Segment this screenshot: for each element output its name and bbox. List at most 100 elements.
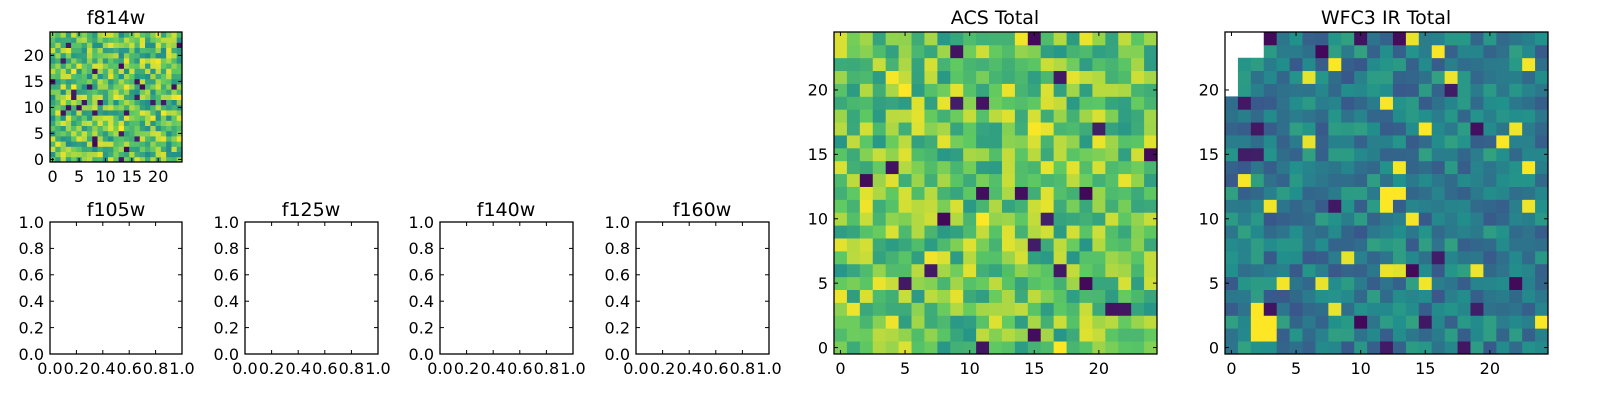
heatmap-cell <box>102 84 109 90</box>
heatmap-cell <box>97 73 104 80</box>
heatmap-cell <box>1131 122 1145 136</box>
heatmap-cell <box>60 94 67 100</box>
heatmap-cell <box>872 44 887 59</box>
heatmap-cell <box>123 63 130 69</box>
heatmap-cell <box>1053 263 1067 278</box>
heatmap-cell <box>1276 122 1290 136</box>
heatmap-cell <box>872 225 887 239</box>
heatmap-cell <box>963 341 977 355</box>
heatmap-cell <box>1250 225 1265 239</box>
panel-f125w: f125w 0.0 0.2 0.4 0.6 0.8 1.00.00.20.40.60.81… <box>214 199 391 378</box>
heatmap-cell <box>129 47 135 54</box>
heatmap-cell <box>1092 122 1106 136</box>
heatmap-cell <box>171 94 178 100</box>
heatmap-cell <box>160 125 167 132</box>
heatmap-cell <box>950 328 964 342</box>
heatmap-cell <box>150 52 156 59</box>
heatmap-cell <box>1276 341 1290 355</box>
heatmap-cell <box>1014 238 1029 252</box>
heatmap-cell <box>1053 70 1067 84</box>
heatmap-cell <box>1027 57 1042 72</box>
heatmap-cell <box>1092 32 1106 46</box>
panel-title-f814w: f814w <box>87 7 146 29</box>
heatmap-cell <box>123 52 130 59</box>
heatmap-cell <box>1457 212 1471 226</box>
heatmap-cell <box>1237 289 1252 303</box>
heatmap-cell <box>1237 135 1252 149</box>
heatmap-cell <box>1315 57 1329 72</box>
heatmap-cell <box>976 250 990 265</box>
heatmap-cell <box>1092 173 1106 187</box>
heatmap-cell <box>898 160 912 175</box>
heatmap-cell <box>1380 250 1394 265</box>
heatmap-cell <box>139 146 146 152</box>
heatmap-cell <box>1496 44 1510 59</box>
x-tick-label: 10 <box>1350 359 1370 378</box>
heatmap-cell <box>1328 302 1342 316</box>
heatmap-cell <box>1066 225 1080 239</box>
heatmap-cell <box>160 58 167 64</box>
heatmap-cell <box>885 44 899 59</box>
heatmap-cell <box>872 212 887 226</box>
heatmap-cell <box>113 99 120 106</box>
heatmap-cell <box>1276 238 1290 252</box>
heatmap-cell <box>1315 160 1329 175</box>
heatmap-cell <box>1522 160 1536 175</box>
heatmap-cell <box>123 141 130 147</box>
heatmap-cell <box>1328 83 1342 97</box>
heatmap-cell <box>1367 212 1381 226</box>
heatmap-cell <box>1380 70 1394 84</box>
heatmap-cell <box>81 125 88 132</box>
heatmap-cell <box>1392 225 1407 239</box>
heatmap-cell <box>129 37 135 43</box>
heatmap-cell <box>1509 225 1523 239</box>
heatmap-cell <box>872 250 887 265</box>
heatmap-cell <box>1535 32 1549 46</box>
heatmap-cell <box>71 156 77 163</box>
heatmap-cell <box>50 73 56 80</box>
heatmap-cell <box>846 341 861 355</box>
heatmap-cell <box>911 122 925 136</box>
heatmap-cell <box>885 32 899 46</box>
heatmap-cell <box>1250 160 1265 175</box>
heatmap-cell <box>97 94 104 100</box>
heatmap-cell <box>950 32 964 46</box>
heatmap-cell <box>1053 32 1067 46</box>
heatmap-cell <box>81 115 88 121</box>
heatmap-cell <box>1092 160 1106 175</box>
heatmap-cell <box>97 47 104 54</box>
heatmap-cell <box>924 135 938 149</box>
heatmap-cell <box>1444 32 1458 46</box>
heatmap-cell <box>1509 147 1523 162</box>
y-tick-label: 0.8 <box>19 239 44 258</box>
heatmap-cell <box>1431 173 1446 187</box>
heatmap-cell <box>160 146 167 152</box>
heatmap-cell <box>1444 173 1458 187</box>
heatmap-cell <box>989 263 1003 278</box>
heatmap-cell <box>1001 212 1016 226</box>
heatmap-cell <box>976 83 990 97</box>
heatmap-cell <box>60 115 67 121</box>
heatmap-cell <box>1431 263 1446 278</box>
heatmap-cell <box>108 32 114 38</box>
heatmap-cell <box>150 63 156 69</box>
heatmap-cell <box>97 125 104 132</box>
heatmap-cell <box>834 263 848 278</box>
heatmap-cells <box>1225 32 1549 355</box>
heatmap-cell <box>129 125 135 132</box>
heatmap-cell <box>108 58 114 64</box>
heatmap-cell <box>65 42 72 48</box>
heatmap-cell <box>976 212 990 226</box>
heatmap-cell <box>1380 315 1394 329</box>
heatmap-cell <box>1131 70 1145 84</box>
heatmap-cell <box>1341 32 1355 46</box>
y-tick-label: 5 <box>34 124 44 143</box>
heatmap-cell <box>76 99 83 106</box>
heatmap-cell <box>1053 302 1067 316</box>
heatmap-cell <box>150 146 156 152</box>
heatmap-cell <box>1092 341 1106 355</box>
panel-f105w: f105w 0.0 0.2 0.4 0.6 0.8 1.00.00.20.40.60.81… <box>19 199 195 378</box>
heatmap-cell <box>1405 250 1420 265</box>
heatmap-cell <box>859 250 874 265</box>
heatmap-cell <box>1328 238 1342 252</box>
